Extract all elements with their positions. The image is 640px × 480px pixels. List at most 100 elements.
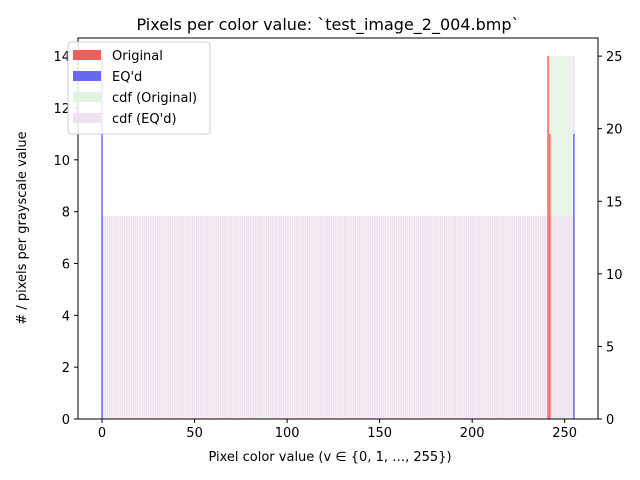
cdf-bar-cdf-eq-d [458, 216, 459, 419]
cdf-bar-cdf-eq-d [508, 216, 509, 419]
cdf-bar-cdf-eq-d [288, 216, 289, 419]
cdf-bar-cdf-eq-d [297, 216, 298, 419]
cdf-bar-cdf-eq-d [499, 216, 500, 419]
cdf-bar-cdf-eq-d [159, 216, 160, 419]
cdf-bar-cdf-eq-d [340, 216, 341, 419]
cdf-bar-cdf-eq-d [120, 216, 121, 419]
cdf-bar-cdf-eq-d [188, 216, 189, 419]
cdf-bar-cdf-eq-d [518, 216, 519, 419]
cdf-bar-cdf-eq-d [301, 216, 302, 419]
cdf-bar-cdf-eq-d [273, 216, 274, 419]
cdf-bar-cdf-eq-d [227, 216, 228, 419]
cdf-bar-cdf-eq-d [444, 216, 445, 419]
cdf-bar-cdf-eq-d [168, 216, 169, 419]
cdf-bar-cdf-eq-d [142, 216, 143, 419]
cdf-bar-cdf-eq-d [136, 216, 137, 419]
cdf-bar-cdf-eq-d [566, 216, 567, 419]
cdf-bar-cdf-eq-d [409, 216, 410, 419]
cdf-bar-cdf-eq-d [495, 216, 496, 419]
cdf-bar-cdf-eq-d [375, 216, 376, 419]
legend-swatch [73, 113, 101, 123]
cdf-bar-cdf-eq-d [155, 216, 156, 419]
cdf-bar-cdf-eq-d [231, 216, 232, 419]
bar-original [549, 134, 550, 419]
cdf-bar-cdf-eq-d [334, 216, 335, 419]
cdf-bar-cdf-eq-d [492, 216, 493, 419]
cdf-bar-cdf-eq-d [410, 216, 411, 419]
cdf-bar-cdf-eq-d [457, 216, 458, 419]
legend: Original EQ'd cdf (Original) cdf (EQ'd) [68, 42, 210, 134]
cdf-bar-cdf-eq-d [201, 216, 202, 419]
legend-swatch [73, 50, 101, 60]
cdf-bar-cdf-eq-d [470, 216, 471, 419]
legend-label: cdf (Original) [112, 91, 197, 106]
cdf-bar-cdf-eq-d [346, 216, 347, 419]
cdf-bar-cdf-eq-d [246, 216, 247, 419]
cdf-bar-cdf-eq-d [257, 216, 258, 419]
cdf-bar-cdf-eq-d [542, 216, 543, 419]
cdf-bar-cdf-eq-d [190, 216, 191, 419]
cdf-bar-cdf-eq-d [475, 216, 476, 419]
y-left-tick-label: 8 [62, 206, 70, 221]
cdf-bar-cdf-eq-d [571, 216, 572, 419]
cdf-bar-cdf-eq-d [351, 216, 352, 419]
cdf-bar-cdf-eq-d [447, 216, 448, 419]
legend-label: EQ'd [112, 70, 142, 85]
cdf-bar-cdf-eq-d [451, 216, 452, 419]
cdf-bar-cdf-eq-d [253, 216, 254, 419]
cdf-bar-cdf-eq-d [220, 216, 221, 419]
cdf-bar-cdf-eq-d [135, 216, 136, 419]
cdf-bar-cdf-eq-d [173, 216, 174, 419]
cdf-bar-cdf-eq-d [207, 216, 208, 419]
cdf-bar-cdf-eq-d [294, 216, 295, 419]
cdf-bar-cdf-eq-d [170, 216, 171, 419]
cdf-bar-cdf-eq-d [442, 216, 443, 419]
cdf-bar-cdf-eq-d [440, 216, 441, 419]
cdf-bar-cdf-eq-d [564, 216, 565, 419]
cdf-bar-cdf-eq-d [427, 216, 428, 419]
cdf-bar-cdf-eq-d [481, 216, 482, 419]
cdf-bar-cdf-eq-d [153, 216, 154, 419]
cdf-bar-cdf-eq-d [529, 216, 530, 419]
cdf-bar-cdf-eq-d [270, 216, 271, 419]
cdf-bar-cdf-eq-d [146, 216, 147, 419]
cdf-bar-cdf-eq-d [418, 216, 419, 419]
cdf-bar-cdf-eq-d [286, 216, 287, 419]
cdf-bar-cdf-eq-d [399, 216, 400, 419]
x-tick-label: 100 [275, 426, 300, 441]
cdf-bar-cdf-eq-d [551, 216, 552, 419]
cdf-bar-cdf-eq-d [373, 216, 374, 419]
cdf-bar-cdf-eq-d [148, 216, 149, 419]
cdf-bar-cdf-eq-d [403, 216, 404, 419]
cdf-bar-cdf-eq-d [568, 216, 569, 419]
cdf-bar-cdf-eq-d [248, 216, 249, 419]
cdf-bar-cdf-eq-d [433, 216, 434, 419]
cdf-bar-cdf-eq-d [390, 216, 391, 419]
cdf-bar-cdf-eq-d [401, 216, 402, 419]
cdf-bar-cdf-eq-d [144, 216, 145, 419]
cdf-bar-cdf-eq-d [466, 216, 467, 419]
cdf-bar-cdf-eq-d [310, 216, 311, 419]
cdf-bar-cdf-eq-d [211, 216, 212, 419]
cdf-bar-cdf-eq-d [255, 216, 256, 419]
cdf-bar-cdf-eq-d [388, 216, 389, 419]
x-axis-label: Pixel color value (v ∈ {0, 1, …, 255}) [208, 450, 451, 465]
cdf-bar-cdf-eq-d [236, 216, 237, 419]
cdf-bar-cdf-eq-d [570, 216, 571, 419]
cdf-bar-cdf-eq-d [397, 216, 398, 419]
cdf-bar-cdf-eq-d [453, 216, 454, 419]
cdf-bar-cdf-eq-d [377, 216, 378, 419]
cdf-bar-cdf-eq-d [296, 216, 297, 419]
cdf-bar-cdf-eq-d [127, 216, 128, 419]
cdf-bar-cdf-eq-d [212, 216, 213, 419]
cdf-bar-cdf-eq-d [203, 216, 204, 419]
cdf-bar-cdf-eq-d [383, 216, 384, 419]
cdf-bar-cdf-eq-d [507, 216, 508, 419]
cdf-bar-cdf-eq-d [322, 216, 323, 419]
cdf-bar-cdf-eq-d [381, 216, 382, 419]
cdf-bar-cdf-eq-d [468, 216, 469, 419]
cdf-bar-cdf-eq-d [527, 216, 528, 419]
cdf-bar-cdf-eq-d [172, 216, 173, 419]
cdf-bar-cdf-eq-d [558, 216, 559, 419]
